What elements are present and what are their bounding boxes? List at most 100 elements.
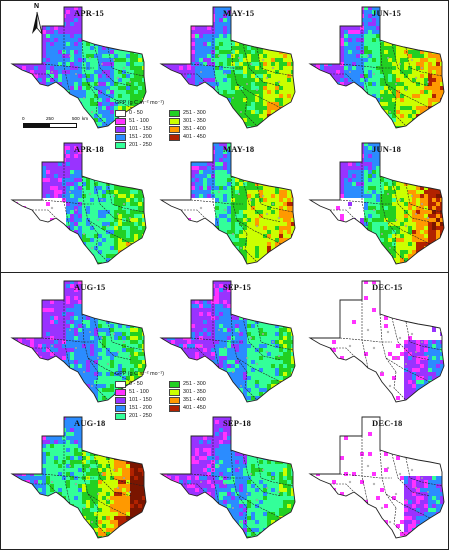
scale-segment [49,123,77,128]
site-marker [388,520,392,524]
ecoregion-boundary [32,483,57,493]
site-marker [231,232,235,236]
legend-swatch [115,117,126,126]
site-marker [199,344,203,348]
site-marker [88,330,92,334]
ecoregion-boundary [393,371,407,401]
legend-swatch [169,125,180,134]
ecoregion-boundary [63,300,71,369]
ecoregion-boundary [361,26,369,95]
ecoregion-boundary [212,162,220,231]
site-marker [386,466,390,470]
legend-item: 351 - 400 [169,125,206,134]
site-marker [106,224,110,228]
site-marker [410,332,414,336]
legend-label: 201 - 250 [129,141,152,148]
site-marker [261,468,265,472]
site-marker [410,58,414,62]
scale-segment [23,123,51,128]
map-panel-sep15: SEP-15 [153,276,300,404]
ecoregion-boundary [361,300,369,369]
site-marker [372,482,376,486]
site-marker [100,472,104,476]
site-marker [348,344,352,348]
site-marker [388,110,392,114]
site-marker [68,328,72,332]
site-marker [245,492,249,496]
ecoregion-boundary [330,209,355,219]
panel-title: APR-18 [74,144,104,154]
legend-item: 351 - 400 [169,396,206,405]
ecoregion-boundary [236,83,282,109]
map-panel-sep18: SEP-18 [153,412,300,540]
map-panel-aug18: AUG-18 [4,412,151,540]
ecoregion-boundary [107,47,145,77]
site-marker [122,202,126,206]
map-panel-jun15: JUN-15 [302,2,449,130]
ecoregion-boundary [393,233,407,263]
legend-swatch [169,388,180,397]
legend-item: 401 - 450 [169,404,206,413]
site-marker [261,58,265,62]
ecoregion-boundary [87,219,133,245]
texas-map [308,416,445,539]
scale-tick-250: 250 [46,116,54,121]
ecoregion-boundary [379,449,397,509]
north-arrow-icon: N [30,3,44,38]
ecoregion-boundary [339,63,392,69]
ecoregion-boundary [379,39,397,99]
legend-swatch [115,396,126,405]
site-marker [249,472,253,476]
ecoregion-boundary [242,453,282,497]
site-marker [128,80,132,84]
site-marker [271,476,275,480]
ecoregion-boundary [181,209,206,219]
ecoregion-boundary [242,43,282,87]
ecoregion-boundary [93,43,133,87]
legend-swatch [115,404,126,413]
site-marker [82,232,86,236]
site-marker [231,96,235,100]
legend-label: 251 - 300 [183,380,206,387]
legend-label: 251 - 300 [183,109,206,116]
site-marker [426,490,430,494]
legend-label: 51 - 100 [129,388,149,395]
legend-item: 51 - 100 [115,117,149,126]
site-marker [96,356,100,360]
ecoregion-boundary [379,313,397,373]
gpp-raster [310,281,444,402]
ecoregion-boundary [242,317,282,361]
site-marker [420,340,424,344]
ecoregion-boundary [32,209,57,219]
ecoregion-boundary [95,97,109,127]
site-marker [255,362,259,366]
site-marker [414,212,418,216]
site-marker [68,464,72,468]
site-marker [249,62,253,66]
legend-swatch [169,396,180,405]
legend-item: 251 - 300 [169,380,206,389]
site-marker [245,356,249,360]
legend-item: 251 - 300 [169,109,206,118]
ecoregion-boundary [339,199,392,205]
legend-item: 101 - 150 [115,125,152,134]
ecoregion-boundary [230,313,248,373]
scale-tick-0: 0 [22,116,25,121]
ecoregion-boundary [244,233,258,263]
site-marker [96,82,100,86]
texas-map [159,416,296,539]
site-marker [410,194,414,198]
site-marker [265,486,269,490]
section-divider [0,272,449,274]
site-marker [398,62,402,66]
legend-item: 301 - 350 [169,388,206,397]
site-marker [348,206,352,210]
ecoregion-boundary [256,457,294,487]
panel-title: APR-15 [74,8,104,18]
legend: GPP (g C m⁻² mo⁻¹) 0 - 50 51 - 100 101 - 1… [113,371,231,432]
ecoregion-boundary [244,507,258,537]
legend-label: 101 - 150 [129,396,152,403]
panel-title: DEC-18 [372,418,403,428]
ecoregion-boundary [242,179,282,223]
ecoregion-boundary [32,73,57,83]
